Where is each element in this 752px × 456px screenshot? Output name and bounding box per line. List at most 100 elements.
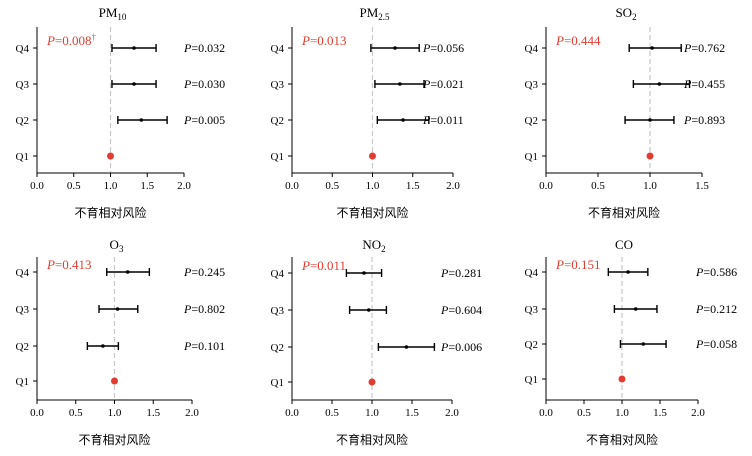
x-tick-label: 2.0 (177, 180, 191, 192)
p-letter: P (440, 303, 449, 317)
point-estimate (125, 270, 130, 274)
reference-point (646, 152, 654, 160)
point-estimate (132, 82, 136, 86)
p-letter: P (683, 77, 692, 91)
point-estimate (626, 270, 630, 274)
y-tick-label: Q3 (271, 305, 285, 317)
x-tick-label: 0.5 (67, 180, 81, 192)
point-estimate (657, 82, 662, 86)
x-tick-label: 0.0 (539, 407, 553, 419)
x-tick-label: 1.0 (615, 407, 629, 419)
p-value-label: P=0.058 (695, 337, 737, 351)
x-tick-label: 1.5 (146, 407, 160, 419)
point-estimate (139, 118, 144, 122)
y-tick-label: Q2 (16, 341, 29, 353)
p-letter: P (183, 41, 192, 55)
p-value-label: P=0.101 (183, 339, 225, 353)
x-tick-label: 2.0 (446, 180, 460, 192)
p-trend-value: =0.151 (564, 257, 601, 272)
p-value-label: P=0.762 (683, 41, 725, 55)
x-tick-label: 2.0 (445, 407, 459, 419)
y-tick-label: Q4 (525, 267, 539, 279)
point-estimate (115, 307, 120, 311)
p-value-label: P=0.281 (440, 266, 482, 280)
y-tick-label: Q4 (525, 43, 539, 55)
p-letter: P (183, 302, 192, 316)
p-value-label: P=0.005 (183, 113, 225, 127)
p-letter: P (695, 337, 704, 351)
y-tick-label: Q1 (271, 151, 284, 163)
p-value-text: =0.005 (191, 113, 225, 127)
p-letter: P (440, 340, 449, 354)
x-axis-label: 不育相对风险 (588, 205, 660, 220)
y-tick-label: Q1 (16, 151, 29, 163)
p-trend-value: =0.013 (310, 33, 347, 48)
p-value-text: =0.101 (191, 339, 225, 353)
p-value-label: P=0.802 (183, 302, 225, 316)
p-letter: P (183, 265, 192, 279)
p-value-text: =0.455 (691, 77, 725, 91)
x-tick-label: 0.5 (591, 180, 605, 192)
panel-title: NO2 (362, 237, 385, 254)
p-letter: P (683, 113, 692, 127)
x-tick-label: 1.5 (653, 407, 667, 419)
panel-title-main: O (110, 237, 119, 252)
panel-title-subscript: 10 (117, 12, 127, 22)
p-trend-label: P=0.011 (301, 258, 346, 273)
point-estimate (641, 342, 646, 346)
x-axis-label: 不育相对风险 (74, 205, 146, 220)
p-value-label: P=0.011 (422, 113, 464, 127)
y-tick-label: Q2 (525, 339, 538, 351)
x-tick-label: 1.0 (108, 407, 122, 419)
p-letter: P (183, 113, 192, 127)
panel-title-main: PM (99, 5, 118, 20)
point-estimate (650, 46, 654, 50)
p-value-text: =0.281 (448, 266, 482, 280)
p-letter: P (440, 266, 449, 280)
reference-point (369, 152, 376, 160)
p-value-text: =0.006 (448, 340, 482, 354)
panel-title: PM10 (99, 5, 127, 22)
p-trend-label: P=0.413 (46, 257, 92, 272)
panel-title-subscript: 2 (381, 244, 386, 254)
point-estimate (393, 46, 397, 50)
x-axis-label: 不育相对风险 (336, 432, 408, 447)
p-value-text: =0.030 (191, 77, 225, 91)
x-tick-label: 0.0 (285, 407, 299, 419)
x-tick-label: 0.0 (30, 407, 44, 419)
x-tick-label: 1.5 (695, 180, 709, 192)
y-tick-label: Q4 (271, 43, 285, 55)
p-trend-label: P=0.151 (555, 257, 601, 272)
point-estimate (367, 308, 371, 312)
p-trend-mark: † (92, 32, 97, 42)
x-tick-label: 1.5 (406, 180, 420, 192)
p-value-text: =0.011 (430, 113, 463, 127)
panel-title: CO (615, 237, 633, 252)
x-tick-label: 0.0 (30, 180, 44, 192)
p-value-text: =0.762 (691, 41, 725, 55)
p-trend-label: P=0.013 (301, 33, 347, 48)
x-tick-label: 1.5 (140, 180, 154, 192)
reference-point (618, 375, 626, 383)
p-value-label: P=0.893 (683, 113, 725, 127)
p-trend-letter: P (46, 33, 55, 48)
panel-title-main: NO (362, 237, 381, 252)
point-estimate (401, 118, 405, 122)
reference-point (107, 152, 114, 160)
p-letter: P (183, 339, 192, 353)
p-trend-letter: P (46, 257, 55, 272)
p-trend-value: =0.444 (564, 33, 601, 48)
point-estimate (648, 118, 652, 122)
panel-title-subscript: 2 (632, 12, 637, 22)
x-axis-label: 不育相对风险 (336, 205, 408, 220)
y-tick-label: Q1 (525, 374, 538, 386)
y-tick-label: Q3 (525, 304, 539, 316)
p-letter: P (183, 77, 192, 91)
y-tick-label: Q4 (271, 268, 285, 280)
panel-title: O3 (110, 237, 124, 254)
p-value-text: =0.056 (430, 41, 464, 55)
panel-title-main: CO (615, 237, 633, 252)
